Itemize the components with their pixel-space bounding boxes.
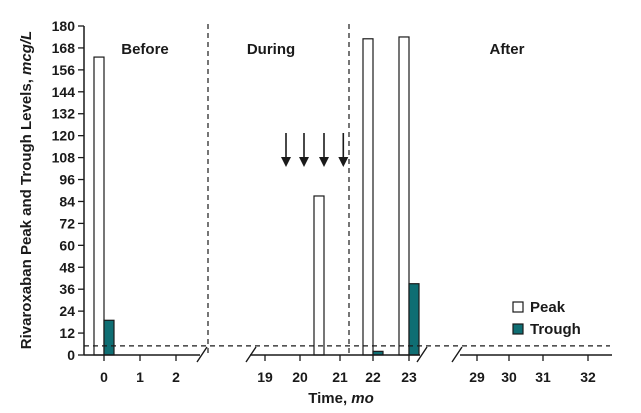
- x-tick-label-21: 21: [332, 369, 348, 385]
- y-tick-label-60: 60: [59, 237, 75, 253]
- y-tick-label-96: 96: [59, 172, 75, 188]
- legend-peak-label: Peak: [530, 299, 566, 316]
- x-axis-ticks: 0 1 2 19 20 21 22 23 29 30 31 32: [100, 355, 596, 385]
- x-tick-label-29: 29: [469, 369, 485, 385]
- legend-trough-label: Trough: [530, 321, 581, 338]
- arrow-head-1: [281, 157, 291, 167]
- y-tick-label-156: 156: [52, 62, 76, 78]
- legend-peak-swatch: [512, 301, 524, 313]
- y-tick-label-120: 120: [52, 128, 76, 144]
- y-tick-label-24: 24: [59, 303, 75, 319]
- y-tick-label-180: 180: [52, 18, 76, 34]
- x-tick-label-19: 19: [257, 369, 273, 385]
- x-tick-label-31: 31: [535, 369, 551, 385]
- x-tick-label-23: 23: [401, 369, 417, 385]
- x-tick-label-22: 22: [365, 369, 381, 385]
- legend: Peak Trough: [512, 299, 581, 338]
- bars: [93, 36, 420, 356]
- x-axis-break-2: [416, 345, 463, 363]
- y-tick-label-0: 0: [67, 347, 75, 363]
- y-tick-label-144: 144: [52, 84, 76, 100]
- y-tick-label-72: 72: [59, 215, 75, 231]
- x-tick-label-2: 2: [172, 369, 180, 385]
- bar-peak-23: [398, 36, 410, 356]
- intervention-arrows: [281, 133, 349, 167]
- x-tick-label-1: 1: [136, 369, 144, 385]
- phase-label-during: During: [247, 41, 295, 58]
- y-tick-label-132: 132: [52, 106, 76, 122]
- y-axis-ticks: 0 12 24 36 48 60 72 84 96 108 120 132 144 156 168 180: [52, 18, 84, 363]
- y-tick-label-36: 36: [59, 281, 75, 297]
- y-axis-title-text: Rivaroxaban Peak and Trough Levels,: [18, 79, 35, 349]
- bar-peak-20.6: [313, 195, 325, 356]
- y-tick-label-168: 168: [52, 40, 76, 56]
- x-axis-title-text: Time,: [308, 390, 347, 407]
- y-axis-title-unit: mcg/L: [18, 31, 35, 75]
- arrow-head-2: [299, 157, 309, 167]
- arrow-head-4: [338, 157, 349, 167]
- bar-trough-0: [103, 319, 115, 356]
- x-axis-title-unit: mo: [351, 390, 374, 407]
- bar-peak-0: [93, 56, 105, 356]
- phase-label-before: Before: [121, 41, 169, 58]
- y-tick-label-12: 12: [59, 325, 75, 341]
- phase-label-after: After: [489, 41, 524, 58]
- x-tick-label-32: 32: [580, 369, 596, 385]
- x-tick-label-20: 20: [292, 369, 308, 385]
- y-tick-label-84: 84: [59, 193, 75, 209]
- x-axis-title: Time, mo: [308, 390, 374, 407]
- y-tick-label-48: 48: [59, 259, 75, 275]
- x-tick-label-0: 0: [100, 369, 108, 385]
- y-tick-label-108: 108: [52, 150, 76, 166]
- x-axis-break-1: [196, 345, 257, 363]
- x-tick-label-30: 30: [501, 369, 517, 385]
- bar-peak-22: [362, 38, 374, 356]
- bar-trough-23: [408, 283, 420, 356]
- y-axis-title: Rivaroxaban Peak and Trough Levels, mcg/…: [18, 31, 35, 349]
- legend-trough-swatch: [512, 323, 524, 335]
- arrow-head-3: [319, 157, 329, 167]
